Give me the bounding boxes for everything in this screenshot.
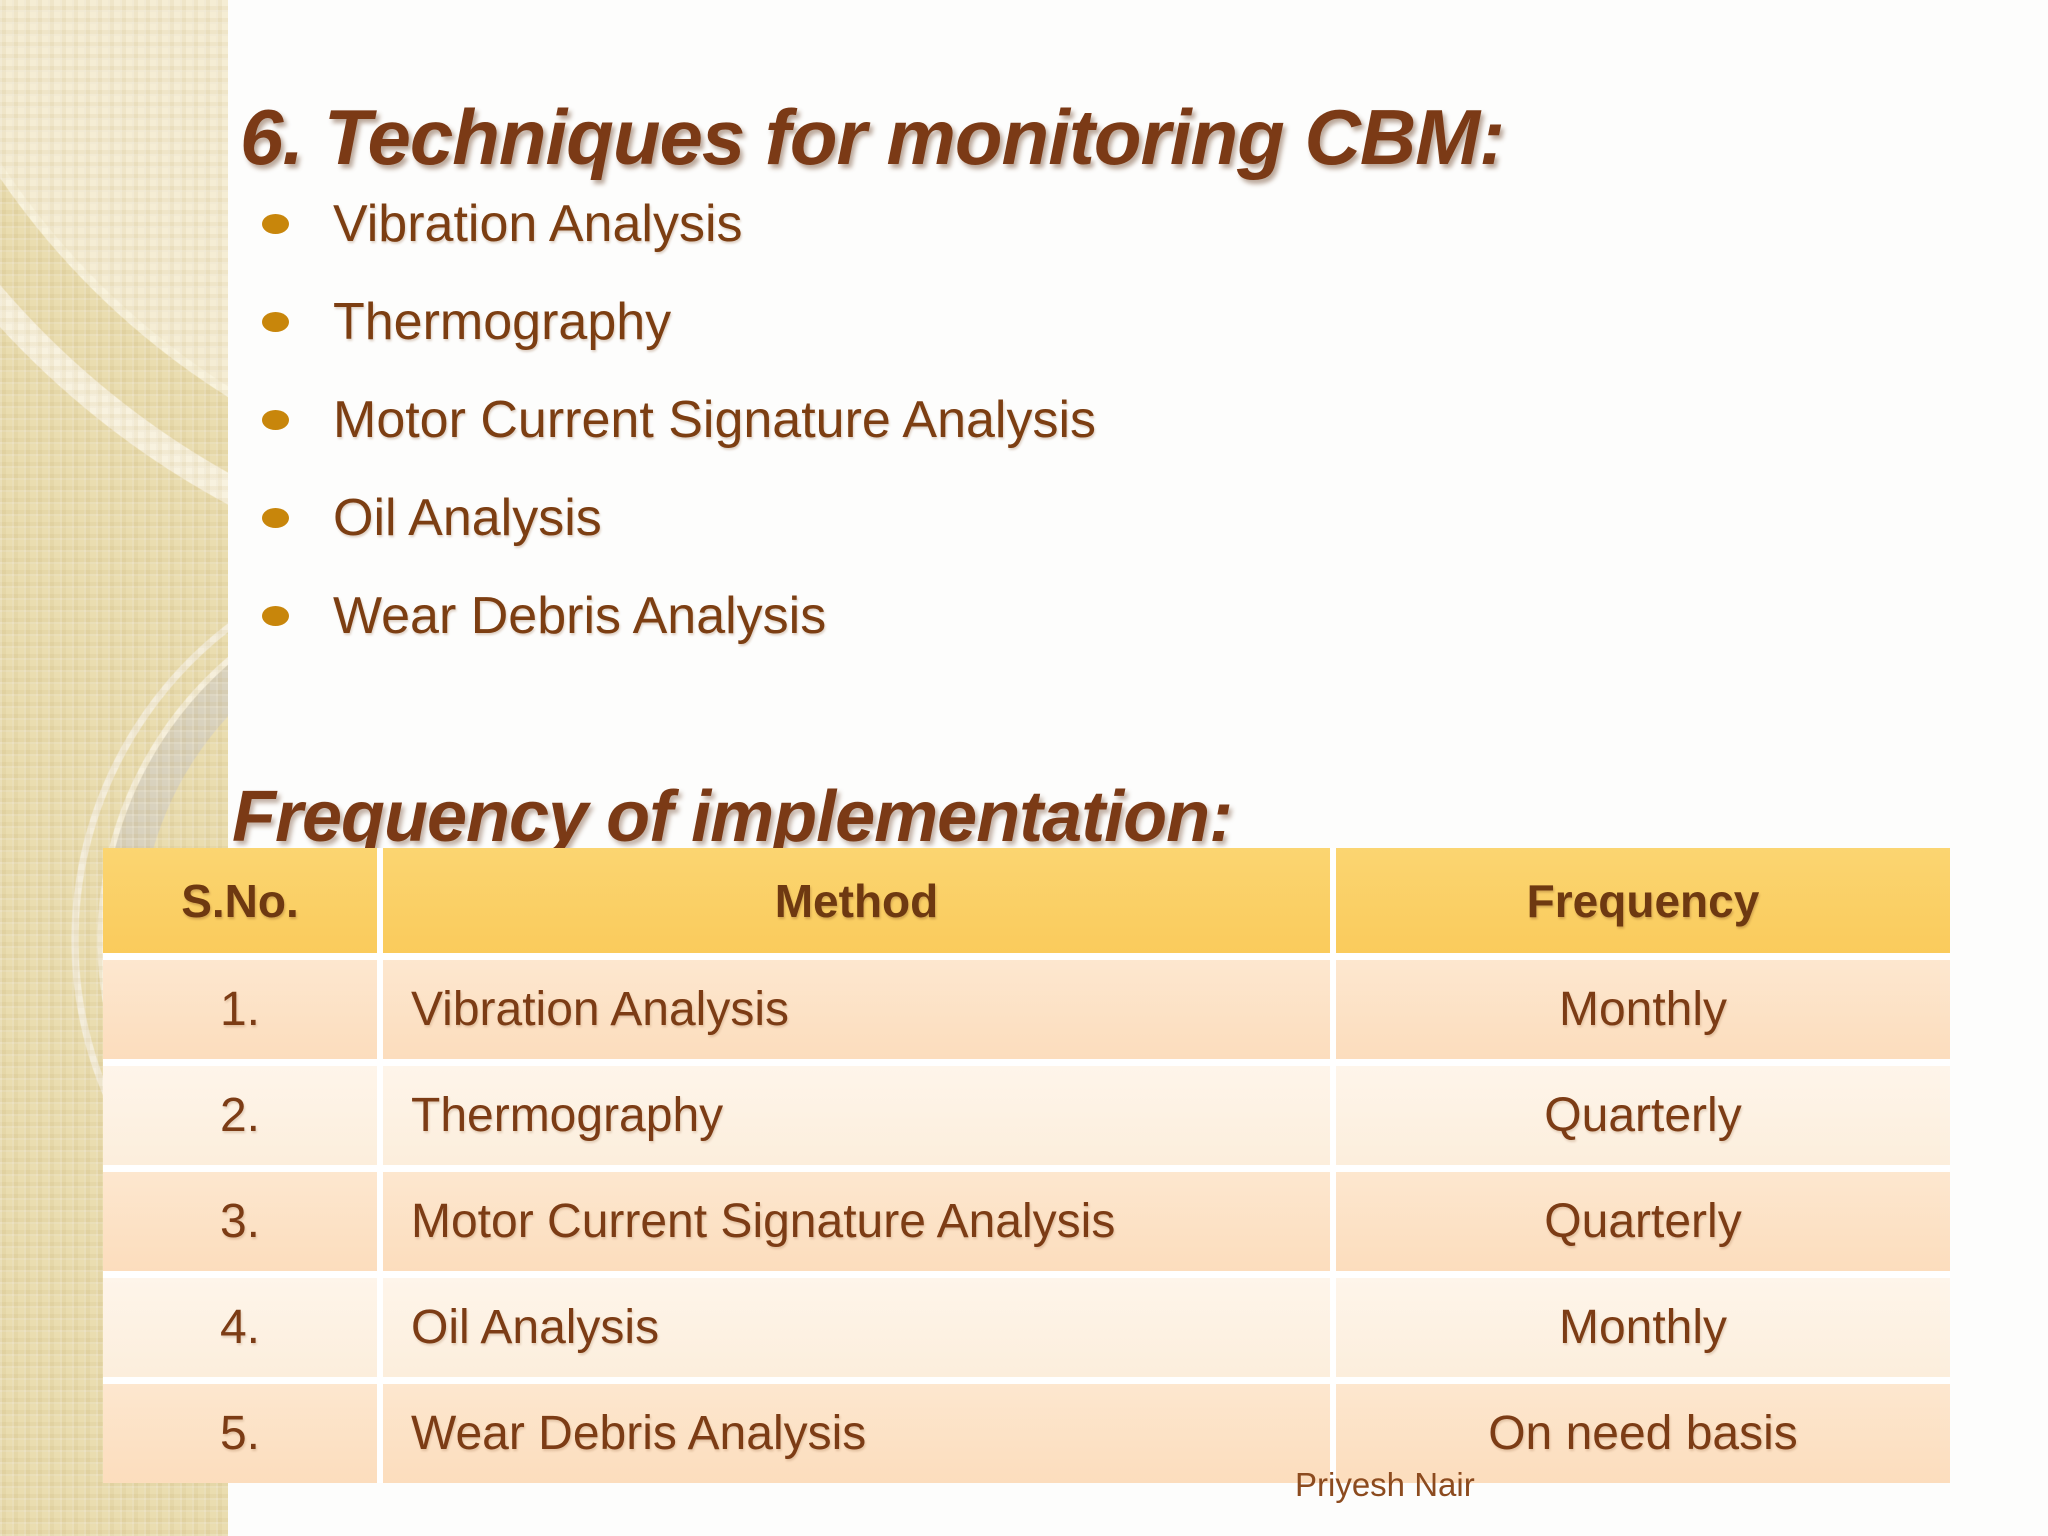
cell-sno: 4. <box>103 1271 377 1377</box>
bullet-icon <box>262 214 289 234</box>
cell-sno: 3. <box>103 1165 377 1271</box>
column-header-frequency: Frequency <box>1330 848 1950 953</box>
bullet-icon <box>262 410 289 430</box>
frequency-table: S.No. Method Frequency 1. Vibration Anal… <box>103 848 1950 1483</box>
bullet-icon <box>262 312 289 332</box>
list-item: Oil Analysis <box>262 469 1096 567</box>
cell-sno: 2. <box>103 1059 377 1165</box>
cell-method: Thermography <box>377 1059 1330 1165</box>
table-row: 3. Motor Current Signature Analysis Quar… <box>103 1165 1950 1271</box>
cell-sno: 5. <box>103 1377 377 1483</box>
cell-method: Vibration Analysis <box>377 953 1330 1059</box>
cell-frequency: On need basis <box>1330 1377 1950 1483</box>
list-item: Wear Debris Analysis <box>262 567 1096 665</box>
table-row: 5. Wear Debris Analysis On need basis <box>103 1377 1950 1483</box>
cell-method: Wear Debris Analysis <box>377 1377 1330 1483</box>
table-header-row: S.No. Method Frequency <box>103 848 1950 953</box>
list-item: Thermography <box>262 273 1096 371</box>
table-row: 2. Thermography Quarterly <box>103 1059 1950 1165</box>
table-row: 1. Vibration Analysis Monthly <box>103 953 1950 1059</box>
bullet-label: Thermography <box>333 293 672 351</box>
techniques-bullet-list: Vibration Analysis Thermography Motor Cu… <box>262 175 1096 665</box>
cell-frequency: Monthly <box>1330 1271 1950 1377</box>
slide-title: 6. Techniques for monitoring CBM: <box>240 93 1505 182</box>
bullet-label: Vibration Analysis <box>333 195 743 253</box>
bullet-icon <box>262 508 289 528</box>
column-header-sno: S.No. <box>103 848 377 953</box>
cell-frequency: Quarterly <box>1330 1165 1950 1271</box>
author-credit: Priyesh Nair <box>1295 1466 1475 1503</box>
frequency-subheading: Frequency of implementation: <box>232 776 1233 857</box>
table-row: 4. Oil Analysis Monthly <box>103 1271 1950 1377</box>
list-item: Vibration Analysis <box>262 175 1096 273</box>
bullet-label: Wear Debris Analysis <box>333 587 827 645</box>
cell-frequency: Quarterly <box>1330 1059 1950 1165</box>
bullet-label: Oil Analysis <box>333 489 602 547</box>
bullet-label: Motor Current Signature Analysis <box>333 391 1097 449</box>
column-header-method: Method <box>377 848 1330 953</box>
cell-frequency: Monthly <box>1330 953 1950 1059</box>
list-item: Motor Current Signature Analysis <box>262 371 1096 469</box>
cell-method: Motor Current Signature Analysis <box>377 1165 1330 1271</box>
cell-sno: 1. <box>103 953 377 1059</box>
cell-method: Oil Analysis <box>377 1271 1330 1377</box>
sidebar-decoration <box>0 0 228 1536</box>
bullet-icon <box>262 606 289 626</box>
